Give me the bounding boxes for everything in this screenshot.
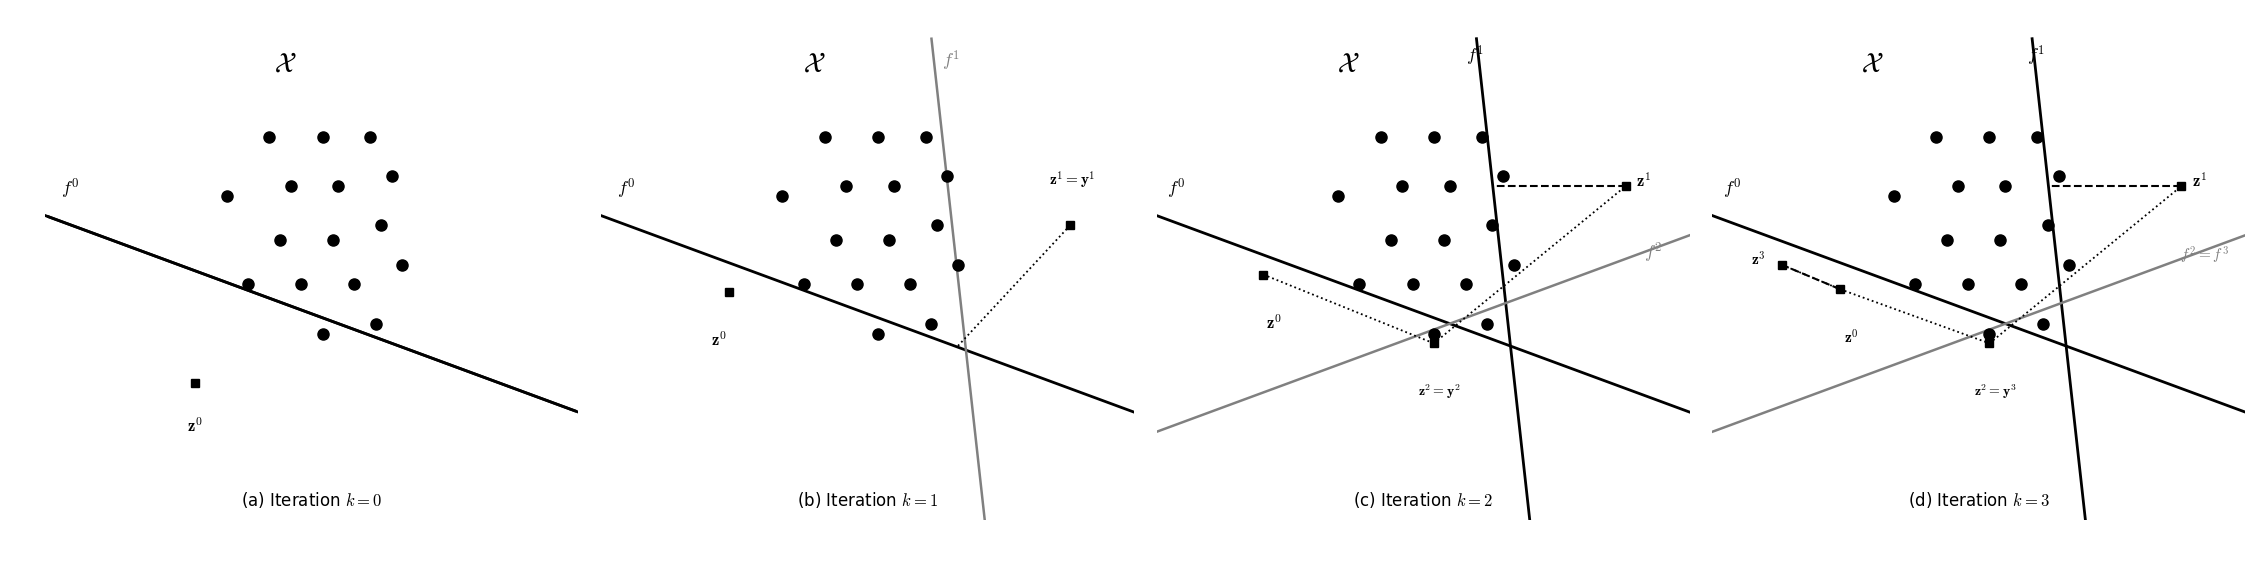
Text: $\mathcal{X}$: $\mathcal{X}$ [274, 49, 297, 77]
Text: $\mathbf{z}^0$: $\mathbf{z}^0$ [186, 417, 202, 436]
Text: $f^0$: $f^0$ [1168, 176, 1186, 201]
Text: $\mathbf{z}^1$: $\mathbf{z}^1$ [2191, 172, 2207, 191]
Text: (d) Iteration $k = 3$: (d) Iteration $k = 3$ [1907, 490, 2050, 510]
Text: $f^0$: $f^0$ [61, 176, 79, 201]
Text: $\mathcal{X}$: $\mathcal{X}$ [1862, 49, 1882, 77]
Text: $\mathbf{z}^2 = \mathbf{y}^3$: $\mathbf{z}^2 = \mathbf{y}^3$ [1973, 383, 2016, 401]
Text: $f^1$: $f^1$ [2028, 44, 2046, 68]
Text: $\mathbf{z}^0$: $\mathbf{z}^0$ [710, 331, 726, 350]
Text: $\mathbf{z}^0$: $\mathbf{z}^0$ [1844, 328, 1857, 347]
Text: $f^2 = f^3$: $f^2 = f^3$ [2180, 245, 2229, 266]
Text: $\mathbf{z}^1 = \mathbf{y}^1$: $\mathbf{z}^1 = \mathbf{y}^1$ [1048, 170, 1095, 191]
Text: $\mathcal{X}$: $\mathcal{X}$ [1338, 49, 1361, 77]
Text: (a) Iteration $k = 0$: (a) Iteration $k = 0$ [240, 490, 383, 510]
Text: $f^0$: $f^0$ [617, 176, 635, 201]
Text: (b) Iteration $k = 1$: (b) Iteration $k = 1$ [796, 490, 939, 510]
Text: $f^1$: $f^1$ [1465, 44, 1483, 68]
Text: $\mathbf{z}^2 = \mathbf{y}^2$: $\mathbf{z}^2 = \mathbf{y}^2$ [1418, 383, 1461, 401]
Text: $\mathcal{X}$: $\mathcal{X}$ [803, 49, 826, 77]
Text: (c) Iteration $k = 2$: (c) Iteration $k = 2$ [1354, 490, 1492, 510]
Text: $\mathbf{z}^1$: $\mathbf{z}^1$ [1637, 172, 1651, 191]
Text: $f^2$: $f^2$ [1644, 240, 1662, 265]
Text: $\mathbf{z}^0$: $\mathbf{z}^0$ [1266, 314, 1281, 332]
Text: $\mathbf{z}^3$: $\mathbf{z}^3$ [1751, 251, 1765, 269]
Text: $f^1$: $f^1$ [941, 49, 959, 73]
Text: $f^0$: $f^0$ [1724, 176, 1742, 201]
